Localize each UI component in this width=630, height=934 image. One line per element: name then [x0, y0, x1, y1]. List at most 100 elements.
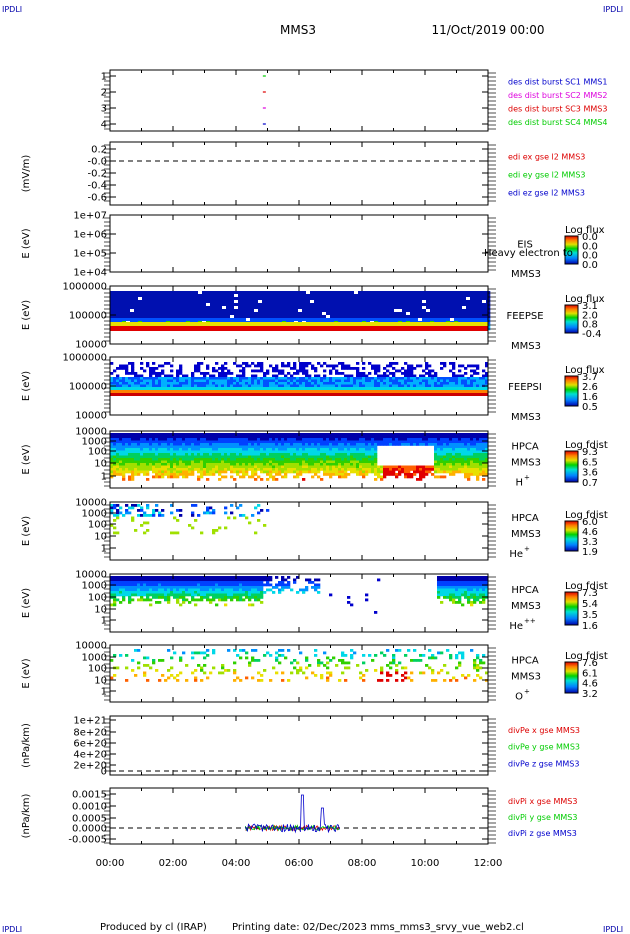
spectrogram-cell [371, 465, 375, 469]
spectrogram-cell [473, 455, 477, 459]
spectrogram-cell [138, 306, 143, 310]
spectrogram-cell [242, 473, 246, 476]
spectrogram-cell [224, 448, 228, 451]
spectrogram-cell [281, 435, 285, 439]
spectrogram-cell [206, 460, 210, 464]
spectrogram-cell [170, 581, 174, 584]
spectrogram-cell [323, 362, 327, 365]
spectrogram-cell [143, 586, 147, 589]
spectrogram-cell [358, 300, 363, 304]
spectrogram-cell [170, 588, 174, 592]
spectrogram-cell [251, 514, 255, 517]
spectrogram-cell [290, 433, 294, 436]
spectrogram-cell [198, 291, 203, 295]
spectrogram-cell [200, 473, 204, 476]
spectrogram-cell [446, 297, 451, 301]
spectrogram-cell [200, 435, 204, 439]
spectrogram-cell [275, 438, 279, 441]
spectrogram-cell [248, 468, 252, 471]
spectrogram-cell [203, 387, 207, 390]
spectrogram-cell [226, 315, 231, 319]
spectrogram-cell [350, 438, 354, 441]
spectrogram-cell [152, 576, 156, 579]
colorbar-tick: 3.6 [582, 468, 598, 479]
spectrogram-cell [308, 377, 312, 380]
spectrogram-cell [350, 315, 355, 319]
spectrogram-cell [164, 445, 168, 449]
spectrogram-cell [170, 475, 174, 479]
spectrogram-cell [332, 453, 336, 456]
spectrogram-cell [310, 318, 315, 322]
spectrogram-cell [143, 576, 147, 579]
spectrogram-cell [407, 433, 411, 436]
spectrogram-cell [161, 460, 165, 464]
spectrogram-cell [284, 465, 288, 469]
spectrogram-cell [248, 450, 252, 454]
spectrogram-cell [167, 384, 171, 388]
spectrogram-cell [143, 468, 147, 471]
spectrogram-cell [446, 315, 451, 319]
spectrogram-cell [414, 312, 419, 316]
spectrogram-cell [134, 384, 138, 388]
spectrogram-cell [206, 468, 210, 471]
spectrogram-cell [464, 433, 468, 436]
spectrogram-cell [128, 591, 132, 594]
spectrogram-cell [182, 586, 186, 589]
spectrogram-cell [218, 291, 223, 295]
spectrogram-cell [140, 506, 144, 510]
spectrogram-cell [179, 578, 183, 582]
spectrogram-cell [422, 309, 427, 313]
spectrogram-cell [218, 470, 222, 474]
spectrogram-cell [437, 443, 441, 446]
spectrogram-cell [311, 387, 315, 390]
spectrogram-cell [206, 465, 210, 469]
spectrogram-cell [179, 450, 183, 454]
spectrogram-cell [137, 374, 141, 378]
spectrogram-cell [266, 382, 270, 385]
spectrogram-cell [257, 458, 261, 461]
spectrogram-cell [110, 387, 114, 390]
spectrogram-cell [209, 506, 213, 510]
spectrogram-cell [410, 465, 414, 469]
spectrogram-cell [206, 291, 211, 295]
spectrogram-cell [155, 450, 159, 454]
spectrogram-cell [308, 458, 312, 461]
spectrogram-cell [344, 367, 348, 370]
spectrogram-cell [245, 463, 249, 466]
spectrogram-cell [418, 291, 423, 295]
spectrogram-cell [418, 318, 423, 322]
spectrogram-cell [221, 433, 225, 436]
spectrogram-cell [482, 297, 487, 301]
spectrogram-cell [203, 438, 207, 441]
spectrogram-cell [314, 367, 318, 370]
spectrogram-cell [274, 306, 279, 310]
spectrogram-cell [194, 315, 199, 319]
spectrogram-cell [113, 440, 117, 444]
spectrogram-cell [332, 465, 336, 469]
spectrogram-cell [386, 387, 390, 390]
spectrogram-cell [401, 367, 405, 370]
spectrogram-cell [450, 291, 455, 295]
spectrogram-cell [161, 433, 165, 436]
spectrogram-cell [332, 460, 336, 464]
spectrogram-cell [116, 387, 120, 390]
spectrogram-cell [305, 374, 309, 378]
colorbar-title: Log flux [565, 294, 605, 305]
spectrogram-cell [125, 453, 129, 456]
spectrogram-cell [296, 379, 300, 383]
spectrogram-cell [474, 297, 479, 301]
spectrogram-cell [212, 369, 216, 373]
spectrogram-cell [305, 458, 309, 461]
spectrogram-cell [194, 387, 198, 390]
spectrogram-cell [263, 468, 267, 471]
legend-entry: edi ez gse l2 MMS3 [508, 189, 585, 198]
spectrogram-cell [113, 519, 117, 522]
spectrogram-cell [467, 440, 471, 444]
spectrogram-cell [250, 297, 255, 301]
spectrogram-cell [191, 526, 195, 530]
spectrogram-cell [332, 438, 336, 441]
spectrogram-cell [346, 309, 351, 313]
spectrogram-cell [438, 318, 443, 322]
spectrogram-cell [178, 303, 183, 307]
spectrogram-cell [455, 453, 459, 456]
